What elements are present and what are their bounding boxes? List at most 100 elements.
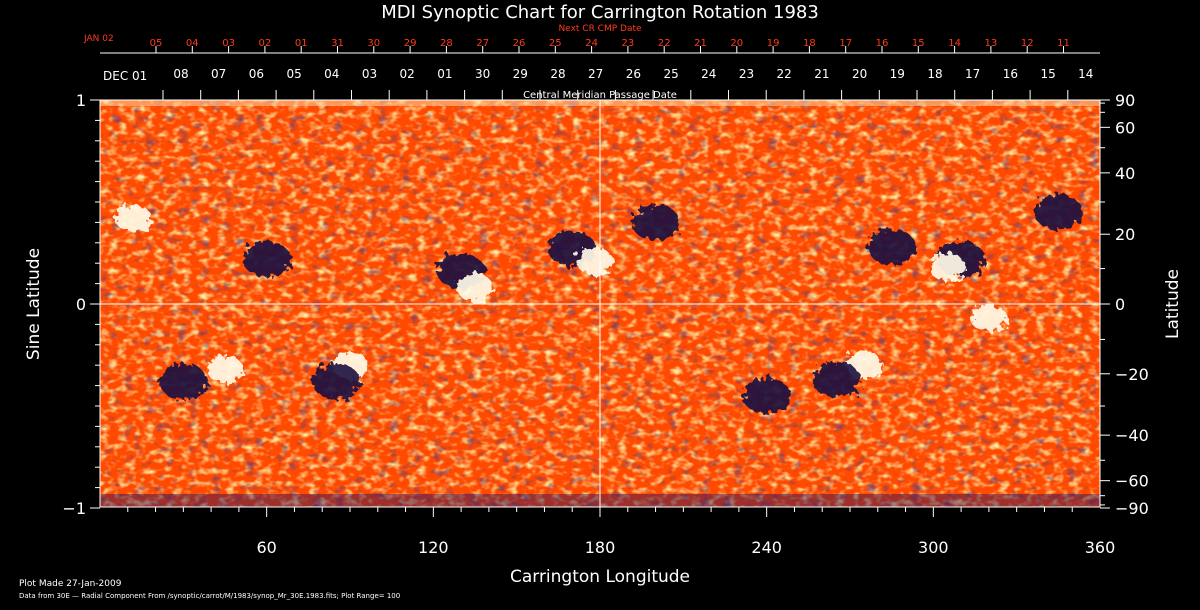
y-tick-label: 1 — [76, 91, 86, 110]
cmp-date-label: 18 — [927, 67, 942, 81]
x-axis-title: Carrington Longitude — [510, 567, 690, 587]
cmp-date-axis: DEC 01 08 07 06 05 04 03 02 01 30 29 28 27 26 25 24 23 2… — [100, 67, 1100, 101]
latitude-tick-label: −60 — [1115, 472, 1149, 491]
next-date-label: 12 — [1021, 38, 1034, 49]
next-axis-title: Next CR CMP Date — [558, 24, 642, 34]
next-date-label: 20 — [730, 38, 743, 49]
latitude-tick-label: 60 — [1115, 118, 1135, 137]
y-tick-label: −1 — [62, 499, 86, 518]
next-date-label: 22 — [658, 38, 671, 49]
cmp-date-label: 16 — [1003, 67, 1018, 81]
cmp-date-label: 01 — [437, 67, 452, 81]
x-tick-label: 60 — [256, 538, 276, 557]
cmp-date-label: 03 — [362, 67, 377, 81]
positive-flux-region — [457, 273, 493, 302]
cmp-axis-title: Central Meridian Passage Date — [523, 90, 677, 101]
negative-flux-region — [742, 377, 791, 414]
cmp-date-label: 19 — [890, 67, 905, 81]
positive-flux-region — [970, 304, 1007, 333]
latitude-tick-label: −20 — [1115, 365, 1149, 384]
cmp-date-label: 30 — [475, 67, 490, 81]
next-date-label: 24 — [585, 38, 598, 49]
next-date-label: 31 — [331, 38, 344, 49]
negative-flux-region — [1034, 194, 1083, 231]
negative-flux-region — [867, 228, 916, 265]
negative-flux-region — [631, 204, 680, 241]
y-axis-left: 1 0 −1 — [62, 91, 100, 518]
positive-flux-region — [207, 355, 243, 384]
next-date-label: 05 — [150, 38, 163, 49]
latitude-tick-label: −90 — [1115, 499, 1149, 518]
latitude-axis-title: Latitude — [1163, 269, 1183, 339]
next-date-label: 19 — [767, 38, 780, 49]
next-date-label: 03 — [222, 38, 235, 49]
cmp-date-label: 05 — [286, 67, 301, 81]
positive-flux-region — [576, 247, 613, 276]
cmp-date-label: 26 — [626, 67, 641, 81]
cmp-date-label: 25 — [663, 67, 678, 81]
y-axis-title: Sine Latitude — [24, 248, 44, 360]
negative-flux-region — [812, 361, 861, 398]
next-date-label: 14 — [948, 38, 961, 49]
cmp-date-label: 07 — [211, 67, 226, 81]
latitude-tick-label: 20 — [1115, 225, 1135, 244]
chart-title: MDI Synoptic Chart for Carrington Rotati… — [381, 2, 819, 23]
x-tick-label: 240 — [751, 538, 782, 557]
next-date-label: 18 — [803, 38, 816, 49]
next-date-label: 21 — [694, 38, 707, 49]
data-source-note: Data from 30E — Radial Component From /s… — [19, 592, 401, 600]
next-date-label: 11 — [1057, 38, 1070, 49]
next-cmp-axis: Next CR CMP Date JAN 02 05 04 03 02 01 31 30 29… — [83, 24, 1100, 54]
cmp-date-label: 14 — [1078, 67, 1093, 81]
cmp-date-label: 20 — [852, 67, 867, 81]
positive-flux-region — [115, 204, 152, 233]
cmp-date-label: 04 — [324, 67, 339, 81]
latitude-tick-label: −40 — [1115, 426, 1149, 445]
cmp-date-label: 17 — [965, 67, 980, 81]
latitude-axis-right: 90 60 40 20 0 −20 −40 −60 −90 — [1100, 91, 1149, 518]
next-date-label: 28 — [440, 38, 453, 49]
next-date-label: 30 — [367, 38, 380, 49]
next-date-label: 25 — [549, 38, 562, 49]
next-date-label: 16 — [876, 38, 889, 49]
latitude-tick-label: 90 — [1115, 91, 1135, 110]
magnetogram-image — [100, 100, 1100, 507]
x-tick-label: 360 — [1085, 538, 1116, 557]
plot-made-label: Plot Made 27-Jan-2009 — [19, 579, 122, 589]
x-axis: 60 120 180 240 300 360 — [127, 507, 1116, 557]
cmp-date-label: 27 — [588, 67, 603, 81]
latitude-tick-label: 0 — [1115, 295, 1125, 314]
cmp-date-label: 15 — [1040, 67, 1055, 81]
x-tick-label: 180 — [585, 538, 616, 557]
latitude-tick-label: 40 — [1115, 164, 1135, 183]
next-date-label: 27 — [476, 38, 489, 49]
negative-flux-region — [159, 363, 208, 400]
next-date-label: 04 — [186, 38, 199, 49]
next-date-label: 17 — [839, 38, 852, 49]
cmp-axis-start-label: DEC 01 — [103, 69, 147, 83]
cmp-date-label: 28 — [550, 67, 565, 81]
next-date-label: 23 — [622, 38, 635, 49]
next-date-label: 02 — [259, 38, 272, 49]
cmp-date-label: 08 — [173, 67, 188, 81]
next-date-label: 29 — [404, 38, 417, 49]
next-date-label: 15 — [912, 38, 925, 49]
y-tick-label: 0 — [76, 295, 86, 314]
x-tick-label: 300 — [918, 538, 949, 557]
next-date-label: 01 — [295, 38, 308, 49]
next-axis-start-label: JAN 02 — [83, 34, 114, 44]
x-tick-label: 120 — [418, 538, 449, 557]
cmp-date-label: 23 — [739, 67, 754, 81]
cmp-date-label: 21 — [814, 67, 829, 81]
negative-flux-region — [242, 241, 291, 278]
next-date-label: 26 — [513, 38, 526, 49]
negative-flux-region — [312, 363, 361, 400]
cmp-date-label: 24 — [701, 67, 716, 81]
cmp-date-label: 06 — [249, 67, 264, 81]
next-date-label: 13 — [985, 38, 998, 49]
cmp-date-label: 29 — [513, 67, 528, 81]
cmp-date-label: 02 — [400, 67, 415, 81]
cmp-date-label: 22 — [777, 67, 792, 81]
positive-flux-region — [929, 253, 966, 282]
